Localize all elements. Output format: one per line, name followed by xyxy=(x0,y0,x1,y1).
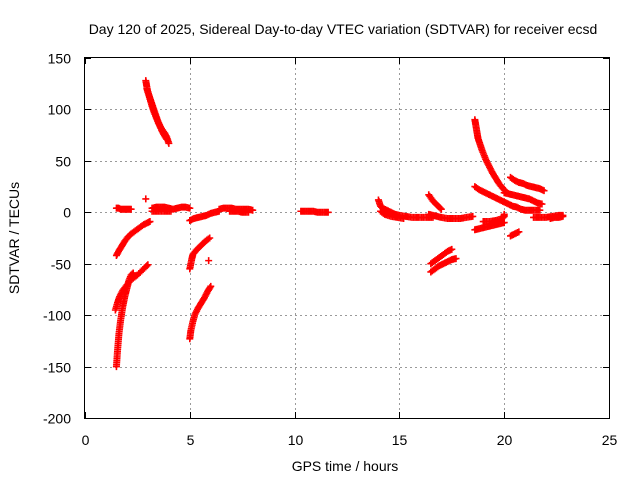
data-point xyxy=(206,234,214,242)
data-point xyxy=(127,205,135,213)
series-arc-i xyxy=(148,207,175,215)
data-point xyxy=(144,261,152,269)
y-axis-label: SDTVAR / TECUs xyxy=(6,182,22,294)
series-arc-s xyxy=(425,191,445,213)
series-arc-j xyxy=(186,282,215,343)
data-point xyxy=(244,208,252,216)
x-tick-label: 10 xyxy=(288,432,304,448)
y-tick-label: -150 xyxy=(43,360,71,376)
series-arc-ac xyxy=(506,228,523,240)
x-tick-label: 5 xyxy=(187,432,195,448)
points-layer xyxy=(111,77,567,371)
x-axis-label: GPS time / hours xyxy=(292,458,399,474)
data-point xyxy=(324,208,332,216)
data-point xyxy=(143,262,151,270)
plot-frame xyxy=(84,57,610,419)
data-point xyxy=(207,282,215,290)
series-arc-ab xyxy=(479,210,508,226)
x-tick-label: 20 xyxy=(497,432,513,448)
y-tick-label: 50 xyxy=(55,154,71,170)
series-arc-v xyxy=(427,245,456,268)
series-arc-u xyxy=(427,255,460,276)
series-arc-g xyxy=(142,195,150,203)
series-arc-f xyxy=(112,204,135,213)
y-tick-label: 100 xyxy=(48,102,72,118)
data-point xyxy=(400,214,408,222)
series-arc-p xyxy=(297,207,332,216)
data-point xyxy=(186,204,194,212)
series-arc-o xyxy=(226,207,252,216)
series-arc-l xyxy=(205,257,213,265)
series-arc-w xyxy=(471,116,509,195)
data-point xyxy=(540,187,548,195)
data-point xyxy=(452,255,460,263)
series-arc-m xyxy=(186,207,223,225)
grid-layer xyxy=(85,58,609,418)
series-arc-k xyxy=(186,234,214,273)
series-arc-y xyxy=(506,173,548,195)
data-point xyxy=(500,219,508,227)
series-arc-e xyxy=(143,85,171,143)
data-point xyxy=(538,200,546,208)
data-point xyxy=(165,139,173,147)
data-point xyxy=(448,245,456,253)
data-point xyxy=(167,207,175,215)
data-point xyxy=(249,206,257,214)
chart-title: Day 120 of 2025, Sidereal Day-to-day VTE… xyxy=(89,21,598,37)
data-point xyxy=(142,195,150,203)
y-tick-label: 0 xyxy=(63,205,71,221)
data-point xyxy=(146,218,154,226)
y-tick-label: -100 xyxy=(43,308,71,324)
y-tick-label: -200 xyxy=(43,411,71,427)
data-point xyxy=(469,212,477,220)
data-point xyxy=(515,228,523,236)
series-arc-c xyxy=(112,218,154,259)
x-tick-label: 0 xyxy=(82,432,90,448)
series-arc-z xyxy=(500,189,546,208)
data-point xyxy=(559,212,567,220)
series-arc-x xyxy=(471,183,544,214)
series-arc-ae xyxy=(546,212,567,222)
data-point xyxy=(163,135,171,143)
y-tick-label: -50 xyxy=(51,257,71,273)
data-point xyxy=(436,204,444,212)
series-arc-b xyxy=(111,261,152,314)
data-point xyxy=(205,257,213,265)
ticks-layer: 0 5 10 15 20 25 -200 -150 -100 -50 0 50 100 150 xyxy=(43,51,618,449)
data-point xyxy=(536,206,544,214)
data-point xyxy=(437,205,445,213)
data-point xyxy=(500,210,508,218)
y-tick-label: 150 xyxy=(48,51,72,67)
x-tick-label: 15 xyxy=(392,432,408,448)
series-arc-r xyxy=(377,207,408,222)
data-point xyxy=(204,235,212,243)
x-tick-label: 25 xyxy=(602,432,618,448)
series-arc-t xyxy=(425,210,477,222)
